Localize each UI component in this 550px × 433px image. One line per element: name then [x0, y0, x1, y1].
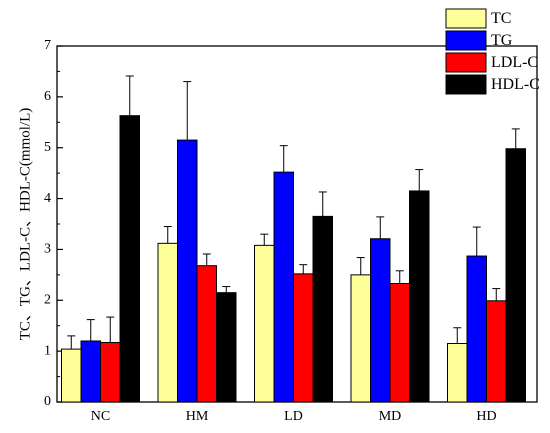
x-tick-label: MD: [379, 409, 402, 424]
y-tick-label: 3: [44, 242, 51, 257]
bar: [196, 265, 217, 403]
bar: [177, 139, 198, 403]
x-tick-label: HM: [186, 409, 209, 424]
legend-swatch: [445, 74, 487, 95]
x-tick-label: NC: [91, 409, 110, 424]
legend: TC TG LDL-C HDL-C: [445, 8, 540, 95]
bar: [505, 148, 526, 403]
legend-label: HDL-C: [491, 76, 540, 93]
y-tick-label: 7: [44, 38, 51, 53]
bar: [486, 300, 507, 403]
legend-label: TG: [491, 32, 513, 49]
bar: [157, 242, 178, 403]
y-tick-label: 2: [44, 293, 51, 308]
x-tick-label: HD: [476, 409, 496, 424]
y-tick-label: 4: [44, 191, 51, 206]
legend-swatch: [445, 8, 487, 29]
bar: [100, 341, 121, 403]
legend-swatch: [445, 30, 487, 51]
y-tick-label: 6: [44, 89, 51, 104]
bar: [447, 343, 468, 403]
y-axis-label: TC、TG、LDL-C、HDL-C(mmol/L): [17, 108, 33, 340]
bar: [80, 340, 101, 403]
y-tick-label: 5: [44, 140, 51, 155]
bar: [293, 273, 314, 403]
legend-label: LDL-C: [491, 54, 538, 71]
bar: [61, 348, 82, 403]
bar: [389, 283, 410, 403]
y-tick-label: 1: [44, 343, 51, 358]
bar: [350, 274, 371, 403]
legend-label: TC: [491, 10, 511, 27]
bar: [312, 215, 333, 403]
bar: [466, 255, 487, 403]
bar: [216, 292, 237, 403]
y-tick-label: 0: [44, 394, 51, 409]
x-tick-label: LD: [284, 409, 303, 424]
legend-swatch: [445, 52, 487, 73]
bar: [119, 115, 140, 403]
bar: [370, 238, 391, 403]
bar: [273, 171, 294, 403]
bar: [254, 244, 275, 403]
bar: [409, 190, 430, 403]
plot-area: 0 1 2 3 4 5 6 7 NC HM LD MD HD: [44, 38, 538, 424]
